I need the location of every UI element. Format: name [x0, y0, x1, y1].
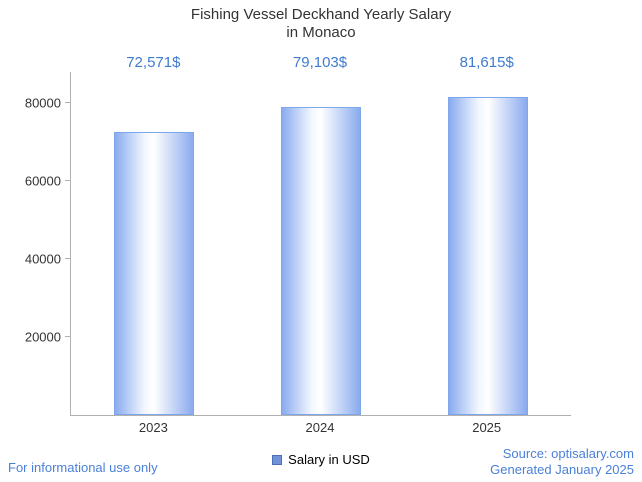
chart-title: Fishing Vessel Deckhand Yearly Salary in…: [0, 6, 642, 42]
x-axis-labels: 2023 2024 2025: [70, 420, 570, 435]
plot-area: 20000 40000 60000 80000: [25, 72, 571, 416]
y-axis-tick: [65, 336, 71, 338]
legend-swatch-icon: [272, 454, 283, 465]
value-label-2025: 81,615$: [459, 54, 514, 71]
legend: Salary in USD: [0, 452, 642, 467]
source-text: Source: optisalary.com: [502, 446, 634, 461]
bar-2024: [281, 106, 361, 415]
bar-slot: [238, 72, 405, 415]
y-axis-tick: [65, 102, 71, 104]
value-label-2023: 72,571$: [126, 54, 181, 71]
value-label-2024: 79,103$: [292, 54, 348, 71]
bar-slot: [71, 72, 238, 415]
bar-2023: [114, 132, 195, 415]
y-axis-label: 20000: [24, 329, 61, 345]
value-label-row: 72,571$ 79,103$ 81,615$: [70, 54, 570, 71]
y-axis-label: 80000: [24, 95, 61, 111]
bar-slot: [404, 72, 571, 415]
source-block: Source: optisalary.com Generated January…: [490, 446, 634, 478]
generated-text: Generated January 2025: [490, 462, 634, 477]
x-axis-label-2024: 2024: [305, 420, 335, 435]
x-axis-label-2023: 2023: [138, 420, 168, 435]
bars-group: [71, 72, 571, 415]
y-axis-label: 40000: [24, 251, 61, 267]
y-axis-label: 60000: [24, 173, 61, 189]
bar-2025: [447, 96, 528, 415]
x-axis-label-2025: 2025: [472, 420, 502, 435]
y-axis-tick: [65, 258, 71, 260]
legend-label: Salary in USD: [288, 452, 370, 467]
y-axis-tick: [65, 180, 71, 182]
chart-title-line2: in Monaco: [286, 24, 356, 41]
chart-title-line1: Fishing Vessel Deckhand Yearly Salary: [190, 6, 452, 23]
disclaimer-text: For informational use only: [8, 460, 158, 475]
